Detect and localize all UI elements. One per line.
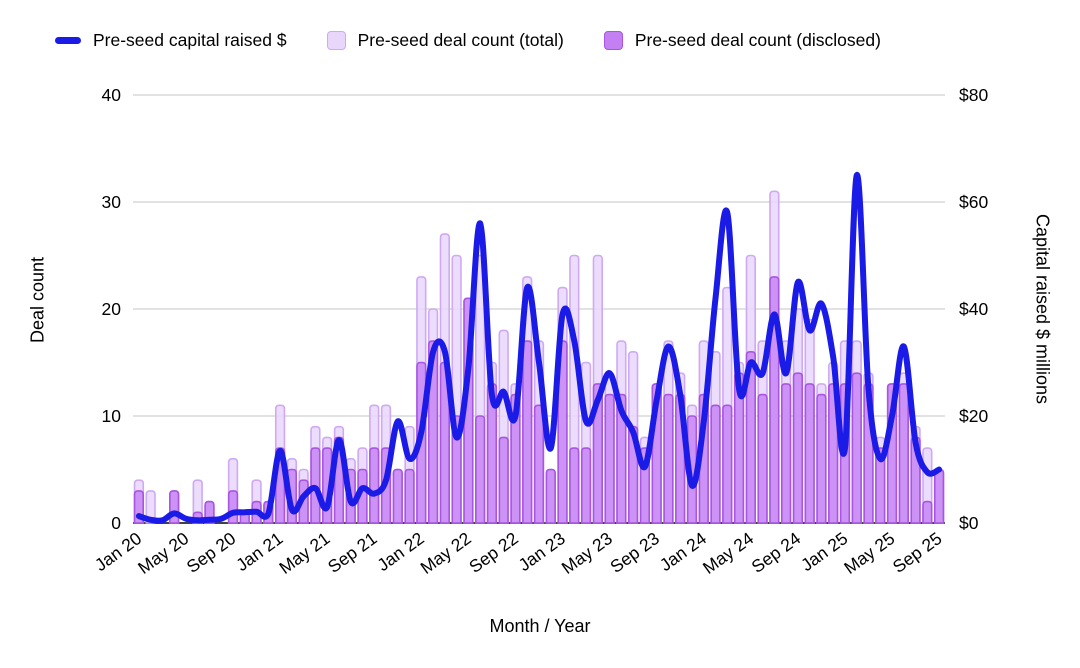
x-axis-tick-label: Jan 24 [656, 528, 710, 575]
right-axis-tick-label: $0 [959, 513, 979, 533]
left-axis-tick-label: 10 [102, 406, 122, 426]
x-axis-tick-label: May 22 [417, 528, 475, 578]
bar-disclosed [757, 393, 768, 524]
bar-disclosed [663, 393, 674, 524]
x-axis-tick-label: May 21 [275, 528, 333, 578]
disclosed-bar-swatch-icon [603, 31, 623, 50]
x-axis-tick-label: Sep 20 [183, 528, 240, 577]
legend-disclosed-label: Pre-seed deal count (disclosed) [634, 30, 881, 50]
bar-disclosed [851, 372, 862, 524]
x-axis-tick-label: Sep 21 [324, 528, 381, 577]
legend-item-disclosed[interactable]: Pre-seed deal count (disclosed) [603, 30, 881, 51]
right-axis-tick-label: $80 [959, 85, 988, 105]
bar-disclosed [522, 340, 533, 524]
x-axis-tick-label: Sep 25 [889, 528, 946, 577]
bar-disclosed [392, 468, 403, 524]
bar-disclosed [533, 404, 545, 524]
right-axis-tick-label: $20 [959, 406, 988, 426]
x-axis-tick-label: Sep 23 [606, 528, 663, 577]
bar-total [145, 490, 156, 524]
bar-disclosed [357, 468, 368, 524]
legend-capital-label: Pre-seed capital raised $ [93, 30, 287, 50]
bar-disclosed [169, 490, 180, 524]
x-axis-tick-label: Sep 22 [465, 528, 522, 577]
x-axis-tick-label: May 25 [840, 528, 898, 578]
x-axis-tick-label: Jan 20 [91, 528, 145, 575]
x-axis-tick-label: Jan 25 [797, 528, 851, 575]
bar-disclosed [922, 500, 933, 524]
bar-disclosed [780, 383, 792, 524]
bar-disclosed [745, 351, 756, 524]
bar-disclosed [475, 415, 486, 524]
x-axis-tick-label: May 24 [699, 528, 757, 578]
legend-item-capital[interactable]: Pre-seed capital raised $ [55, 30, 287, 51]
left-axis-tick-label: 40 [102, 85, 122, 105]
x-axis-tick-label: Jan 23 [515, 528, 569, 575]
x-axis-tick-label: Sep 24 [748, 528, 805, 577]
left-axis-tick-label: 20 [102, 299, 122, 319]
x-axis-tick-label: May 20 [134, 528, 192, 578]
left-axis-tick-label: 0 [111, 513, 121, 533]
capital-raised-line [135, 172, 943, 524]
total-bar-swatch-icon [326, 31, 346, 50]
right-axis-tick-label: $60 [959, 192, 988, 212]
bar-disclosed [898, 383, 909, 524]
bar-disclosed [933, 468, 945, 524]
bar-disclosed [816, 393, 827, 524]
chart-legend: Pre-seed capital raised $ Pre-seed deal … [55, 30, 881, 51]
bar-disclosed [227, 490, 239, 524]
bar-disclosed [580, 447, 592, 524]
x-axis-title: Month / Year [489, 616, 591, 636]
bar-disclosed [686, 415, 698, 524]
capital-line-swatch-icon [55, 37, 81, 44]
left-axis-tick-label: 30 [102, 192, 122, 212]
right-axis-tick-label: $40 [959, 299, 988, 319]
bar-disclosed [804, 383, 815, 524]
x-axis-tick-label: May 23 [558, 528, 616, 578]
bar-disclosed [710, 404, 721, 524]
bar-disclosed [498, 436, 509, 524]
legend-total-label: Pre-seed deal count (total) [357, 30, 564, 50]
bar-disclosed [604, 393, 615, 524]
legend-item-total[interactable]: Pre-seed deal count (total) [326, 30, 564, 51]
x-axis-tick-label: Jan 22 [373, 528, 427, 575]
bar-disclosed [545, 468, 556, 524]
bar-disclosed [369, 447, 380, 524]
bar-disclosed [792, 372, 804, 524]
bar-disclosed [569, 447, 580, 524]
bar-disclosed [722, 404, 733, 524]
bar-disclosed [404, 468, 415, 524]
x-axis-tick-label: Jan 21 [232, 528, 286, 575]
